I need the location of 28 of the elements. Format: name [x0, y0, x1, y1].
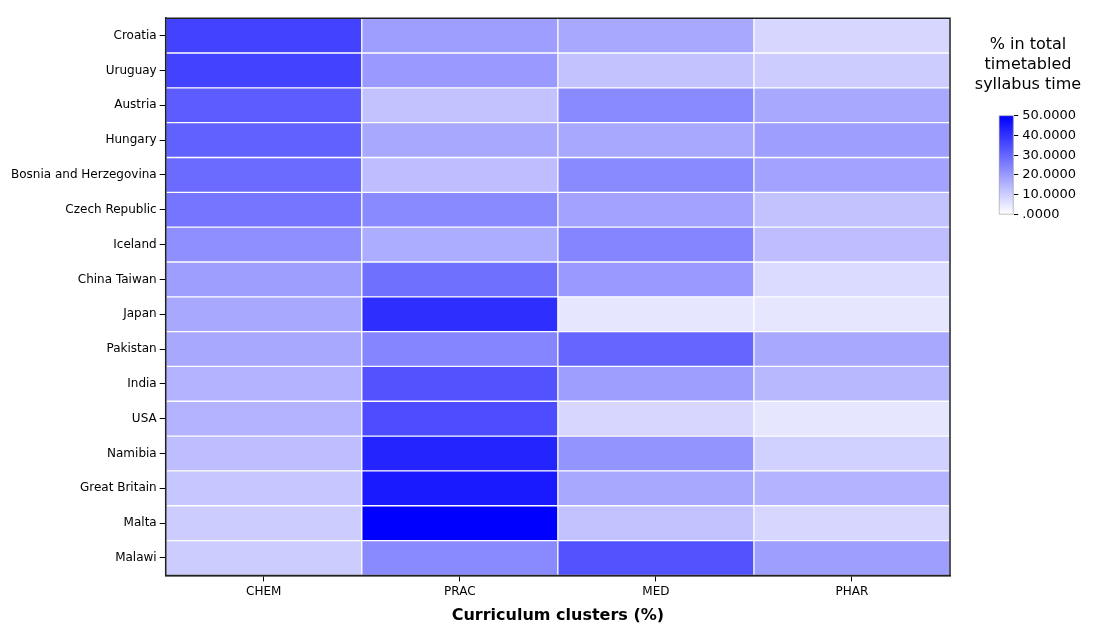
color-bar-label: 30.0000 — [1022, 146, 1077, 162]
y-tick-label: Malta — [123, 515, 157, 530]
x-tick-label: PHAR — [835, 583, 869, 598]
y-tick-label: Bosnia and Herzegovina — [11, 167, 157, 182]
x-axis-title: Curriculum clusters (%) — [451, 604, 665, 624]
y-tick-label: Austria — [114, 97, 157, 112]
y-tick-label: Japan — [122, 306, 157, 321]
y-tick-label: Croatia — [113, 27, 157, 42]
color-bar-label: 20.0000 — [1022, 166, 1077, 182]
y-tick-label: Iceland — [113, 236, 157, 251]
y-tick-label: USA — [131, 410, 158, 425]
y-tick-label: Great Britain — [79, 480, 157, 495]
x-tick-label: MED — [642, 583, 670, 598]
color-bar-label: .0000 — [1022, 205, 1060, 221]
color-bar-label: 50.0000 — [1022, 107, 1077, 123]
y-tick-label: Hungary — [105, 132, 157, 147]
y-tick-label: Czech Republic — [65, 201, 157, 216]
color-bar-title: % in total timetabled syllabus time — [974, 34, 1082, 94]
color-bar-label: 10.0000 — [1022, 185, 1077, 201]
y-tick-label: Namibia — [107, 445, 157, 460]
y-tick-label: India — [127, 375, 157, 390]
x-tick-label: PRAC — [444, 583, 476, 598]
y-tick-label: Pakistan — [106, 341, 157, 356]
y-tick-label: Uruguay — [105, 62, 157, 77]
y-tick-label: Malawi — [115, 550, 157, 565]
y-tick-label: China Taiwan — [77, 271, 157, 286]
x-tick-label: CHEM — [246, 583, 282, 598]
color-bar-label: 40.0000 — [1022, 126, 1077, 142]
